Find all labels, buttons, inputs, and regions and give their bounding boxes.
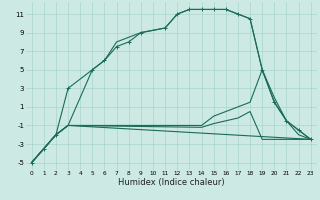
X-axis label: Humidex (Indice chaleur): Humidex (Indice chaleur) [118,178,225,187]
